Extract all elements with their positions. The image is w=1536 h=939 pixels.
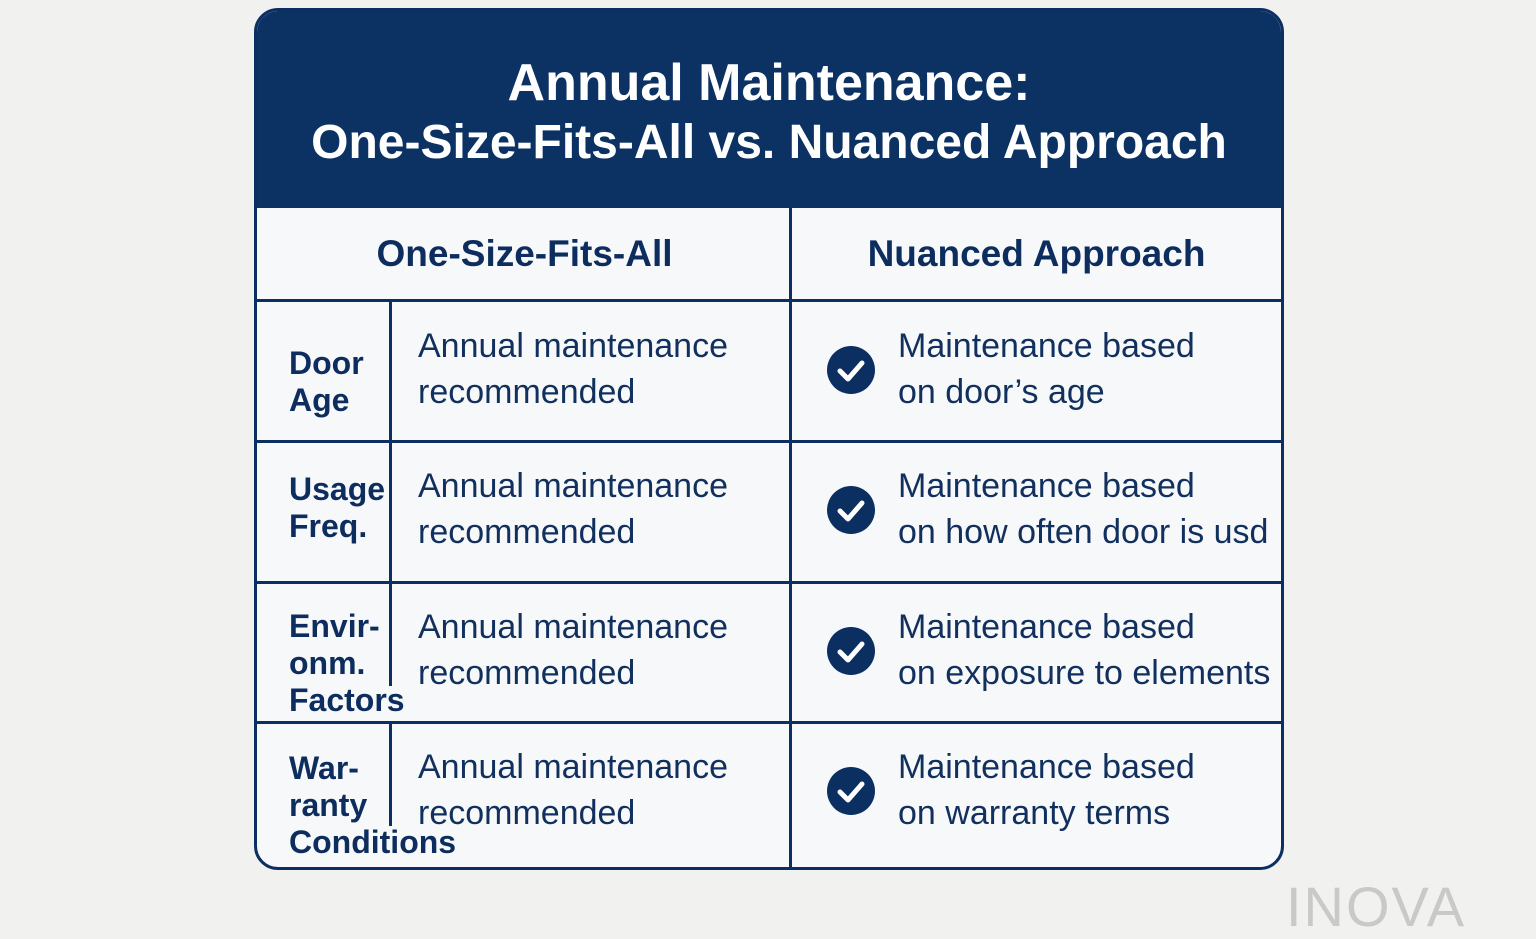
cell-line: Maintenance based <box>898 608 1195 646</box>
nuanced-cell: Maintenance based on door’s age <box>898 323 1195 415</box>
divider <box>389 581 392 686</box>
check-circle-icon <box>827 346 875 394</box>
divider <box>257 299 1281 302</box>
label-line: Usage <box>289 471 386 507</box>
nuanced-cell: Maintenance based on warranty terms <box>898 744 1195 836</box>
label-line: Door <box>289 345 364 381</box>
divider <box>257 440 1281 443</box>
label-line: onm. <box>289 645 366 681</box>
label-line: Factors <box>289 682 405 718</box>
divider <box>257 581 1281 584</box>
one-size-cell: Annual maintenance recommended <box>418 463 728 555</box>
column-header-one-size: One-Size-Fits-All <box>376 233 673 274</box>
column-header-nuanced: Nuanced Approach <box>867 233 1206 274</box>
cell-line: Annual maintenance <box>418 327 729 365</box>
row-label-door-age: Door Age <box>289 345 364 419</box>
one-size-cell: Annual maintenance recommended <box>418 323 728 415</box>
title-line-1: Annual Maintenance: <box>507 54 1031 112</box>
nuanced-cell: Maintenance based on how often door is u… <box>898 463 1268 555</box>
cell-line: recommended <box>418 654 636 692</box>
check-circle-icon <box>827 627 875 675</box>
divider <box>257 721 1281 724</box>
label-line: Conditions <box>289 824 457 860</box>
title-banner: Annual Maintenance: One-Size-Fits-All vs… <box>257 11 1281 208</box>
cell-line: on warranty terms <box>898 794 1171 832</box>
cell-line: Maintenance based <box>898 467 1195 505</box>
cell-line: on door’s age <box>898 373 1105 411</box>
one-size-cell: Annual maintenance recommended <box>418 744 728 836</box>
label-line: Age <box>289 382 350 418</box>
label-line: Envir- <box>289 608 380 644</box>
nuanced-cell: Maintenance based on exposure to element… <box>898 604 1270 696</box>
cell-line: recommended <box>418 794 636 832</box>
cell-line: Annual maintenance <box>418 748 729 786</box>
row-label-environmental-factors: Envir- onm. Factors <box>289 608 405 719</box>
cell-line: on how often door is usd <box>898 513 1269 551</box>
cell-line: recommended <box>418 373 636 411</box>
cell-line: on exposure to elements <box>898 654 1271 692</box>
divider <box>389 299 392 586</box>
one-size-cell: Annual maintenance recommended <box>418 604 728 696</box>
check-circle-icon <box>827 486 875 534</box>
label-line: War- <box>289 750 359 786</box>
watermark-logo: INOVA <box>1286 875 1467 938</box>
row-label-usage-freq: Usage Freq. <box>289 471 385 545</box>
cell-line: Maintenance based <box>898 748 1195 786</box>
cell-line: Annual maintenance <box>418 608 729 646</box>
row-label-warranty-conditions: War- ranty Conditions <box>289 750 456 861</box>
title-line-2: One-Size-Fits-All vs. Nuanced Approach <box>311 116 1227 169</box>
cell-line: Maintenance based <box>898 327 1195 365</box>
check-circle-icon <box>827 767 875 815</box>
cell-line: recommended <box>418 513 636 551</box>
divider <box>389 721 392 826</box>
comparison-table: Annual Maintenance: One-Size-Fits-All vs… <box>254 8 1284 870</box>
label-line: ranty <box>289 787 368 823</box>
label-line: Freq. <box>289 508 368 544</box>
divider <box>789 208 792 867</box>
cell-line: Annual maintenance <box>418 467 729 505</box>
